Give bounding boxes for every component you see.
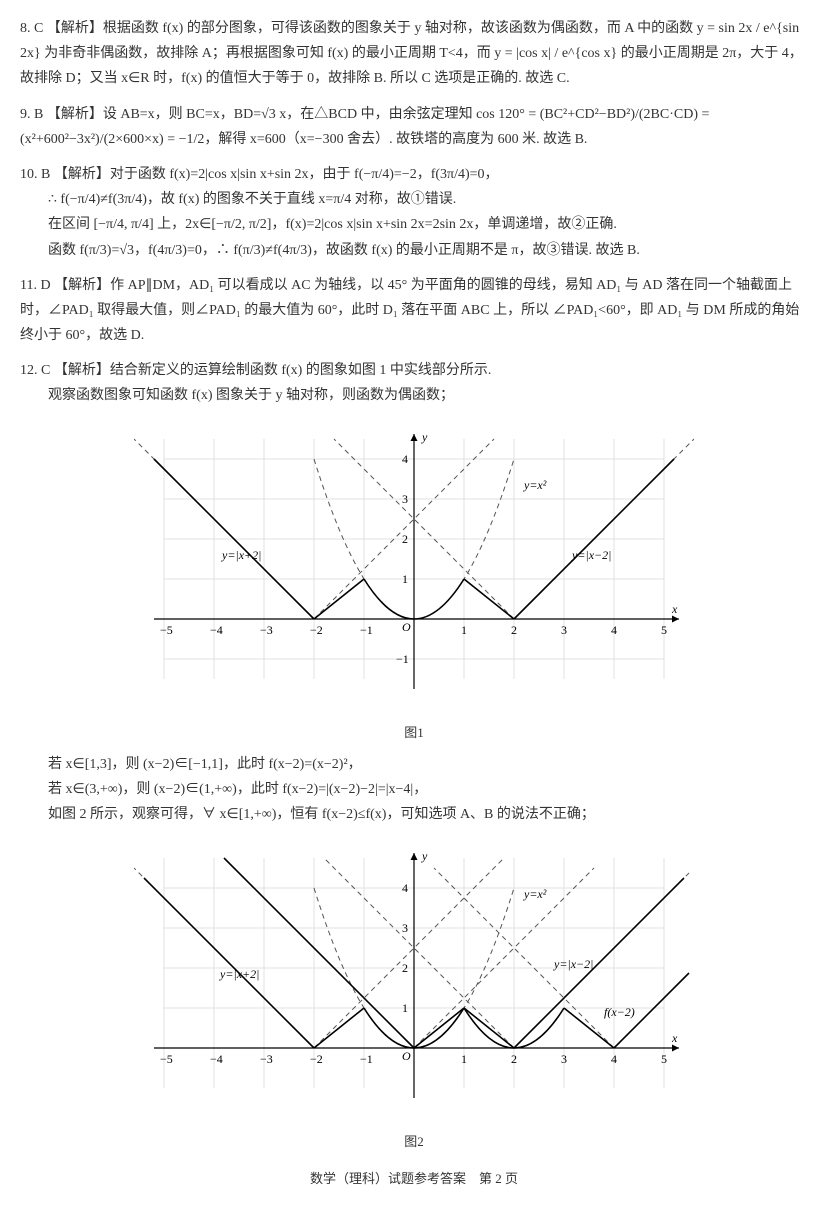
- svg-text:3: 3: [402, 492, 408, 506]
- problem-8: 8. C 【解析】根据函数 f(x) 的部分图象，可得该函数的图象关于 y 轴对…: [20, 16, 808, 92]
- problem-12-line4: 若 x∈(3,+∞)，则 (x−2)∈(1,+∞)，此时 f(x−2)=|(x−…: [48, 777, 808, 802]
- svg-text:y=x²: y=x²: [523, 478, 547, 492]
- svg-text:f(x−2): f(x−2): [604, 1005, 635, 1019]
- svg-text:−1: −1: [396, 652, 409, 666]
- svg-text:−5: −5: [160, 1052, 173, 1066]
- figure-2-svg: −5 −4 −3 −2 −1 1 2 3 4 5 1 2 3 4 O x y y=x² y=|x−…: [134, 838, 694, 1128]
- problem-12-line5: 如图 2 所示，观察可得，∀ x∈[1,+∞)，恒有 f(x−2)≤f(x)，可…: [48, 802, 808, 827]
- svg-text:y=|x−2|: y=|x−2|: [571, 548, 611, 562]
- svg-text:−2: −2: [310, 623, 323, 637]
- problem-11-text: 11. D 【解析】作 AP∥DM，AD₁ 可以看成以 AC 为轴线，以 45°…: [20, 278, 799, 343]
- svg-text:O: O: [402, 620, 411, 634]
- svg-text:4: 4: [611, 1052, 617, 1066]
- page-footer: 数学（理科）试题参考答案 第 2 页: [20, 1167, 808, 1190]
- svg-text:−4: −4: [210, 623, 223, 637]
- svg-text:y: y: [421, 430, 428, 444]
- svg-text:2: 2: [511, 623, 517, 637]
- svg-text:y: y: [421, 849, 428, 863]
- problem-10-line4: 函数 f(π/3)=√3，f(4π/3)=0，∴ f(π/3)≠f(4π/3)，…: [48, 238, 808, 263]
- problem-12-mid: 若 x∈[1,3]，则 (x−2)∈[−1,1]，此时 f(x−2)=(x−2)…: [20, 752, 808, 828]
- svg-text:1: 1: [461, 1052, 467, 1066]
- svg-text:2: 2: [402, 532, 408, 546]
- figure-2-caption: 图2: [20, 1130, 808, 1153]
- svg-text:2: 2: [511, 1052, 517, 1066]
- svg-text:1: 1: [461, 623, 467, 637]
- problem-12-head: 12. C 【解析】结合新定义的运算绘制函数 f(x) 的图象如图 1 中实线部…: [20, 358, 808, 408]
- problem-11: 11. D 【解析】作 AP∥DM，AD₁ 可以看成以 AC 为轴线，以 45°…: [20, 273, 808, 349]
- svg-text:−1: −1: [360, 1052, 373, 1066]
- svg-text:4: 4: [402, 881, 408, 895]
- svg-text:4: 4: [402, 452, 408, 466]
- svg-text:−3: −3: [260, 1052, 273, 1066]
- svg-text:x: x: [671, 1031, 678, 1045]
- svg-text:1: 1: [402, 1001, 408, 1015]
- svg-text:1: 1: [402, 572, 408, 586]
- problem-12-line2: 观察函数图象可知函数 f(x) 图象关于 y 轴对称，则函数为偶函数；: [48, 383, 808, 408]
- problem-10-line2: ∴ f(−π/4)≠f(3π/4)，故 f(x) 的图象不关于直线 x=π/4 …: [48, 187, 808, 212]
- problem-9: 9. B 【解析】设 AB=x，则 BC=x，BD=√3 x，在△BCD 中，由…: [20, 102, 808, 152]
- svg-text:−3: −3: [260, 623, 273, 637]
- svg-text:−1: −1: [360, 623, 373, 637]
- svg-text:−5: −5: [160, 623, 173, 637]
- svg-text:5: 5: [661, 1052, 667, 1066]
- figure-1-svg: −5 −4 −3 −2 −1 1 2 3 4 5 1 2 3 4 −1 O x y y=x² y=…: [134, 419, 694, 719]
- problem-12-line3: 若 x∈[1,3]，则 (x−2)∈[−1,1]，此时 f(x−2)=(x−2)…: [48, 752, 808, 777]
- svg-text:3: 3: [561, 1052, 567, 1066]
- svg-text:y=|x+2|: y=|x+2|: [219, 967, 259, 981]
- figure-1-caption: 图1: [20, 721, 808, 744]
- svg-text:O: O: [402, 1049, 411, 1063]
- svg-text:x: x: [671, 602, 678, 616]
- svg-text:3: 3: [561, 623, 567, 637]
- figure-1: −5 −4 −3 −2 −1 1 2 3 4 5 1 2 3 4 −1 O x y y=x² y=…: [20, 419, 808, 744]
- problem-12-line1: 12. C 【解析】结合新定义的运算绘制函数 f(x) 的图象如图 1 中实线部…: [20, 358, 808, 383]
- svg-text:y=|x−2|: y=|x−2|: [553, 957, 593, 971]
- svg-text:3: 3: [402, 921, 408, 935]
- problem-9-text: 9. B 【解析】设 AB=x，则 BC=x，BD=√3 x，在△BCD 中，由…: [20, 107, 709, 147]
- problem-10: 10. B 【解析】对于函数 f(x)=2|cos x|sin x+sin 2x…: [20, 162, 808, 263]
- svg-text:−4: −4: [210, 1052, 223, 1066]
- svg-text:2: 2: [402, 961, 408, 975]
- svg-text:5: 5: [661, 623, 667, 637]
- svg-text:y=x²: y=x²: [523, 887, 547, 901]
- problem-10-line1: 10. B 【解析】对于函数 f(x)=2|cos x|sin x+sin 2x…: [20, 162, 808, 187]
- problem-10-line3: 在区间 [−π/4, π/4] 上，2x∈[−π/2, π/2]，f(x)=2|…: [48, 212, 808, 237]
- figure-2: −5 −4 −3 −2 −1 1 2 3 4 5 1 2 3 4 O x y y=x² y=|x−…: [20, 838, 808, 1153]
- svg-text:4: 4: [611, 623, 617, 637]
- problem-8-text: 8. C 【解析】根据函数 f(x) 的部分图象，可得该函数的图象关于 y 轴对…: [20, 21, 803, 86]
- svg-text:y=|x+2|: y=|x+2|: [221, 548, 261, 562]
- svg-text:−2: −2: [310, 1052, 323, 1066]
